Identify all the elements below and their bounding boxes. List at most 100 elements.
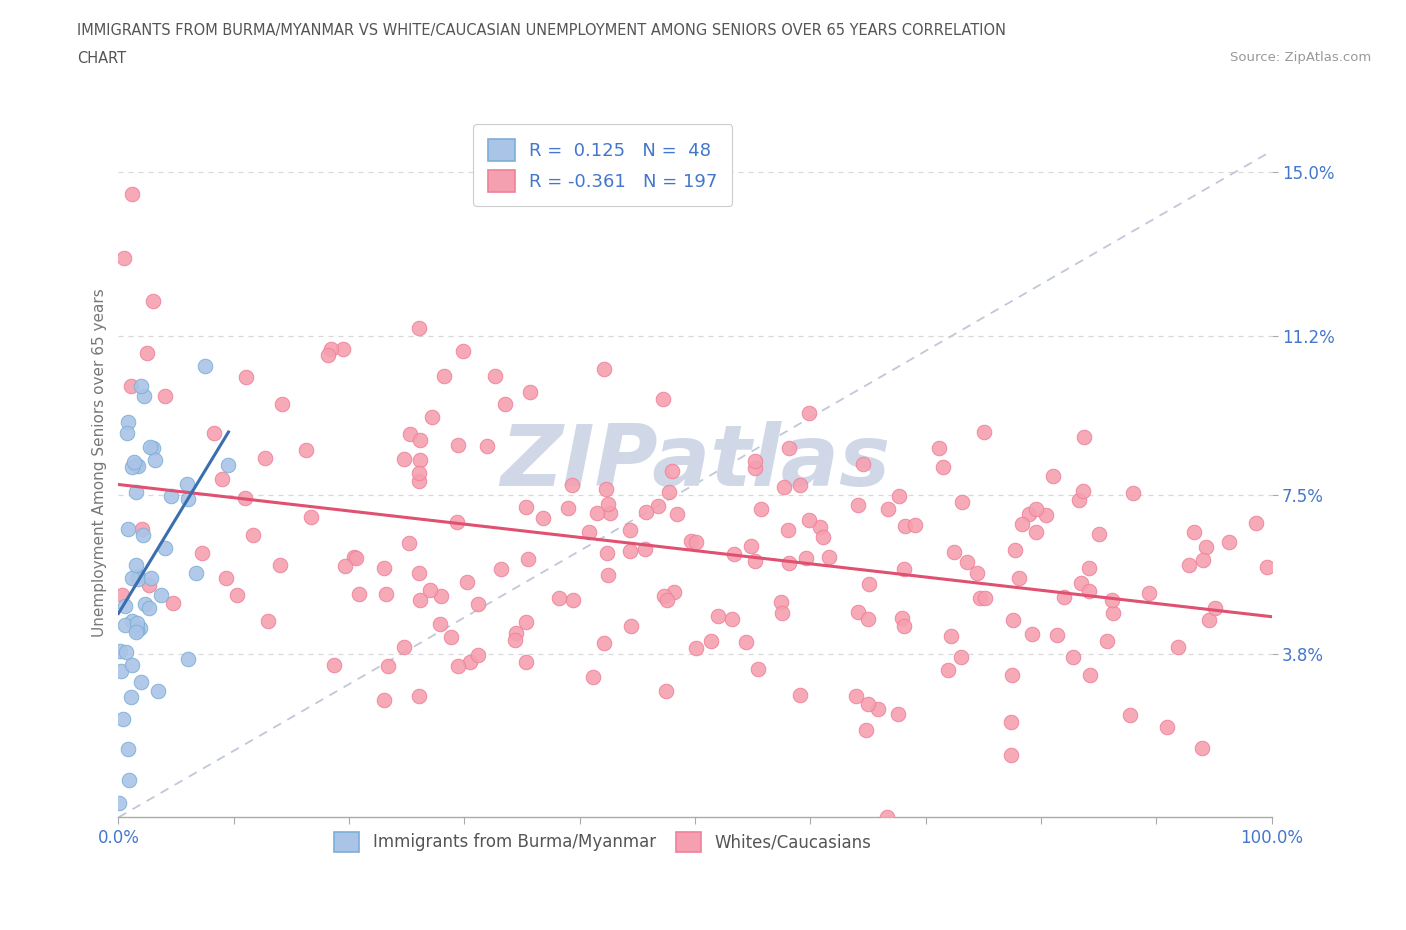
Point <box>893 618 915 633</box>
Point <box>129 379 152 393</box>
Point <box>176 477 198 492</box>
Point <box>928 441 950 456</box>
Point <box>876 501 898 516</box>
Point <box>1218 535 1240 550</box>
Point <box>408 474 430 489</box>
Point <box>955 555 977 570</box>
Point <box>599 505 621 520</box>
Point <box>398 536 420 551</box>
Point <box>1101 592 1123 607</box>
Point <box>392 452 415 467</box>
Point <box>561 477 583 492</box>
Point <box>138 578 160 592</box>
Point <box>1167 640 1189 655</box>
Point <box>889 488 911 503</box>
Point <box>866 701 889 716</box>
Point <box>121 658 143 672</box>
Point <box>662 584 685 599</box>
Point <box>125 458 148 472</box>
Point <box>846 604 869 619</box>
Point <box>593 361 616 376</box>
Point <box>700 633 723 648</box>
Point <box>409 433 432 448</box>
Point <box>596 546 619 561</box>
Point <box>121 459 143 474</box>
Point <box>149 588 172 603</box>
Point <box>117 522 139 537</box>
Point <box>136 346 159 361</box>
Point <box>110 644 132 658</box>
Point <box>408 321 430 336</box>
Point <box>1067 492 1090 507</box>
Point <box>596 497 619 512</box>
Point <box>1204 601 1226 616</box>
Point <box>595 482 617 497</box>
Point <box>797 513 820 528</box>
Point <box>1001 668 1024 683</box>
Point <box>1102 605 1125 620</box>
Point <box>235 369 257 384</box>
Point <box>1191 553 1213 568</box>
Text: CHART: CHART <box>77 51 127 66</box>
Point <box>1025 525 1047 539</box>
Point <box>494 396 516 411</box>
Point <box>593 635 616 650</box>
Point <box>942 545 965 560</box>
Point <box>794 551 817 565</box>
Point <box>127 458 149 473</box>
Point <box>1042 469 1064 484</box>
Point <box>1011 517 1033 532</box>
Point <box>619 523 641 538</box>
Point <box>142 440 165 455</box>
Point <box>458 654 481 669</box>
Text: ZIPatlas: ZIPatlas <box>501 421 890 504</box>
Point <box>134 596 156 611</box>
Point <box>120 690 142 705</box>
Point <box>770 605 793 620</box>
Point <box>177 492 200 507</box>
Point <box>160 488 183 503</box>
Point <box>108 796 131 811</box>
Point <box>484 369 506 384</box>
Point <box>778 555 800 570</box>
Point <box>408 688 430 703</box>
Point <box>1070 576 1092 591</box>
Point <box>322 658 344 672</box>
Point <box>117 426 139 441</box>
Point <box>515 655 537 670</box>
Point <box>547 591 569 605</box>
Point <box>132 389 155 404</box>
Point <box>1156 720 1178 735</box>
Point <box>1025 502 1047 517</box>
Point <box>858 577 880 591</box>
Point <box>585 505 607 520</box>
Point <box>939 629 962 644</box>
Point <box>661 463 683 478</box>
Y-axis label: Unemployment Among Seniors over 65 years: Unemployment Among Seniors over 65 years <box>93 288 107 637</box>
Point <box>153 389 176 404</box>
Point <box>121 614 143 629</box>
Point <box>332 341 354 356</box>
Point <box>115 644 138 659</box>
Point <box>1078 583 1101 598</box>
Point <box>636 504 658 519</box>
Point <box>876 810 898 825</box>
Point <box>747 661 769 676</box>
Point <box>679 534 702 549</box>
Point <box>855 723 877 737</box>
Point <box>1008 570 1031 585</box>
Point <box>127 572 149 587</box>
Point <box>408 565 430 580</box>
Point <box>685 641 707 656</box>
Point <box>578 525 600 539</box>
Point <box>114 599 136 614</box>
Point <box>373 560 395 575</box>
Point <box>1198 613 1220 628</box>
Point <box>1122 485 1144 500</box>
Point <box>1073 430 1095 445</box>
Point <box>1182 525 1205 540</box>
Point <box>253 451 276 466</box>
Point <box>1078 560 1101 575</box>
Point <box>655 684 678 698</box>
Point <box>818 550 841 565</box>
